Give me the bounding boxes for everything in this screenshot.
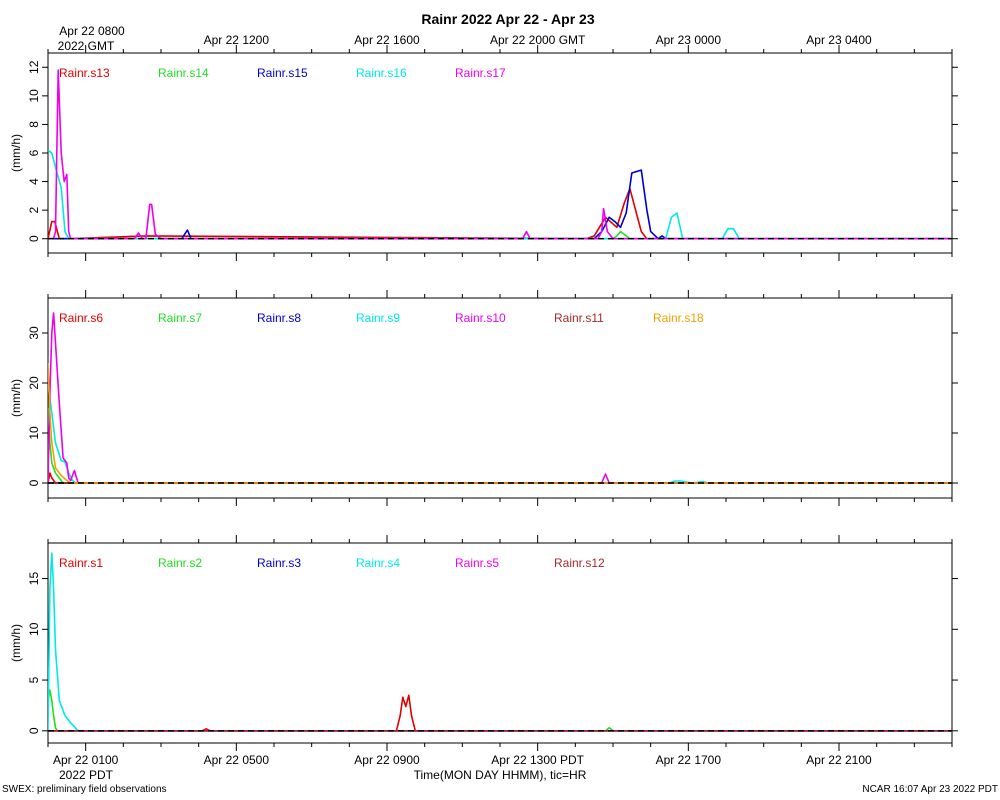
series-line-rainr-s17 (48, 69, 952, 240)
series-line-rainr-s6 (48, 472, 952, 484)
panel-frame (47, 542, 953, 744)
y-tick-label: 15 (27, 572, 41, 586)
y-tick-label: 0 (27, 479, 41, 486)
series-line-rainr-s1 (48, 694, 952, 732)
top-axis-label: Apr 22 1600 (354, 33, 420, 47)
y-tick-label: 12 (27, 60, 41, 74)
legend-entry: Rainr.s1 (59, 556, 103, 570)
legend-entry: Rainr.s16 (356, 66, 407, 80)
series-line-rainr-s9 (48, 382, 952, 484)
legend-entry: Rainr.s14 (158, 66, 209, 80)
legend-entry: Rainr.s17 (455, 66, 506, 80)
y-tick-label: 6 (27, 149, 41, 156)
y-tick-label: 20 (27, 376, 41, 390)
panel-1: 0 2 4 6 8 10 12 (mm/h) Rainr.s13 Rainr.s14 Rainr.s… (9, 45, 958, 261)
y-tick-label: 10 (27, 89, 41, 103)
legend-entry: Rainr.s15 (257, 66, 308, 80)
series-line-rainr-s13 (48, 187, 662, 240)
y-tick-label: 4 (27, 178, 41, 185)
legend-entry: Rainr.s11 (554, 311, 604, 325)
panel-3: 0 5 10 15 (mm/h) Rainr.s1 Rainr.s2 Rainr.s3 Rain… (9, 535, 958, 751)
panel-frame (47, 297, 953, 499)
bottom-axis-labels: Apr 22 0100 Apr 22 0500 Apr 22 0900 Apr 22 … (53, 753, 872, 767)
y-tick-label: 5 (27, 676, 41, 683)
y-tick-label: 0 (27, 727, 41, 734)
panels-group: 0 2 4 6 8 10 12 (mm/h) Rainr.s13 Rainr.s14 Rainr.s… (9, 45, 958, 751)
y-axis-label: (mm/h) (9, 624, 23, 662)
legend-entry: Rainr.s18 (653, 311, 704, 325)
top-axis-label: Apr 23 0000 (656, 33, 722, 47)
legend-entry: Rainr.s3 (257, 556, 301, 570)
y-tick-label: 0 (27, 235, 41, 242)
series-line-rainr-s7 (48, 407, 952, 484)
footer-right-stamp: NCAR 16:07 Apr 23 2022 PDT (862, 784, 998, 795)
top-axis-first-label-line1: Apr 22 0800 (59, 24, 125, 38)
y-tick-label: 8 (27, 121, 41, 128)
x-axis-label: Time(MON DAY HHMM), tic=HR (414, 768, 587, 782)
top-axis-label: Apr 22 2000 GMT (490, 33, 586, 47)
series-group (48, 69, 952, 240)
legend-entry: Rainr.s4 (356, 556, 400, 570)
legend-entry: Rainr.s6 (59, 311, 103, 325)
legend-entry: Rainr.s12 (554, 556, 605, 570)
series-group (48, 552, 952, 732)
bottom-axis-year-label: 2022 PDT (59, 768, 114, 782)
series-line-rainr-s15 (48, 169, 952, 240)
legend-entry: Rainr.s2 (158, 556, 202, 570)
series-line-rainr-s10 (48, 312, 952, 484)
y-tick-label: 2 (27, 206, 41, 213)
top-axis-label: Apr 23 0400 (806, 33, 872, 47)
bottom-axis-label: Apr 22 0500 (204, 753, 270, 767)
y-tick-label: 10 (27, 622, 41, 636)
legend-entry: Rainr.s13 (59, 66, 110, 80)
series-group (48, 312, 952, 484)
legend-entry: Rainr.s9 (356, 311, 400, 325)
bottom-axis-label: Apr 22 0900 (354, 753, 420, 767)
y-axis-label: (mm/h) (9, 134, 23, 172)
y-tick-label: 30 (27, 326, 41, 340)
bottom-axis-label: Apr 22 1700 (656, 753, 722, 767)
y-axis-label: (mm/h) (9, 379, 23, 417)
legend-entry: Rainr.s8 (257, 311, 301, 325)
series-line-rainr-s4 (48, 552, 952, 732)
footer-left-note: SWEX: preliminary field observations (2, 784, 167, 795)
panel-2: 0 10 20 30 (mm/h) Rainr.s6 Rainr.s7 Rainr.s8 Rai… (9, 290, 958, 506)
figure-title: Rainr 2022 Apr 22 - Apr 23 (421, 11, 594, 27)
legend-entry: Rainr.s5 (455, 556, 499, 570)
bottom-axis-label: Apr 22 1300 PDT (491, 753, 584, 767)
bottom-axis-label: Apr 22 2100 (806, 753, 872, 767)
top-axis-label: Apr 22 1200 (204, 33, 270, 47)
y-tick-label: 10 (27, 426, 41, 440)
series-line-rainr-s2 (48, 689, 952, 732)
top-axis-first-label-line2: 2022 GMT (58, 39, 115, 53)
legend-entry: Rainr.s10 (455, 311, 506, 325)
top-axis-labels: Apr 22 1200 Apr 22 1600 Apr 22 2000 GMT Apr… (204, 33, 872, 47)
series-line-rainr-s18 (48, 362, 952, 484)
series-line-rainr-s16 (48, 149, 952, 240)
legend-entry: Rainr.s7 (158, 311, 202, 325)
panel-frame (47, 52, 953, 254)
bottom-axis-label: Apr 22 0100 (53, 753, 119, 767)
